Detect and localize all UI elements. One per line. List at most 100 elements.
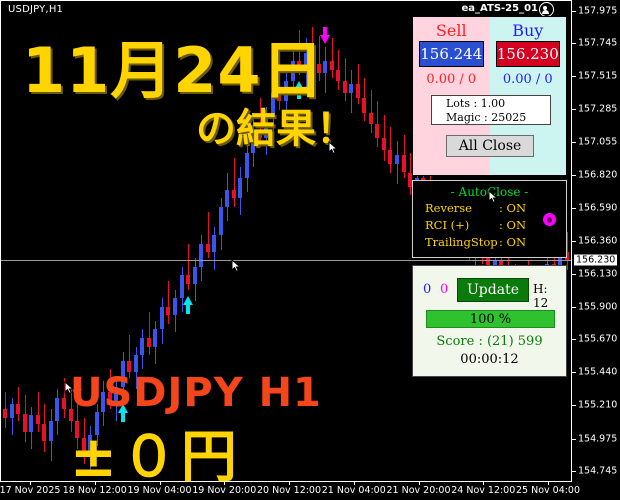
candle-body	[153, 329, 157, 347]
time-tick-label: 19 Nov 04:00	[127, 485, 192, 496]
candle-body	[382, 138, 386, 150]
candle-body	[42, 423, 46, 441]
candle-body	[121, 360, 125, 387]
time-tick	[30, 482, 31, 485]
candle-body	[114, 386, 118, 401]
candle-body	[395, 155, 399, 164]
price-axis[interactable]: 157.975 157.745 157.515 157.285 157.055 156.8…	[572, 0, 620, 482]
candle-body	[108, 392, 112, 401]
symbol-period-label: USDJPY,H1	[8, 4, 64, 15]
buy-arrow-stem	[186, 304, 191, 314]
candle-body	[317, 64, 321, 73]
sell-arrow	[72, 388, 83, 398]
candle-body	[69, 409, 73, 421]
candle-body	[29, 415, 33, 433]
candle-body	[238, 178, 242, 199]
candle-body	[219, 206, 223, 236]
candle-body	[251, 129, 255, 153]
update-button[interactable]: Update	[457, 278, 529, 302]
candle-body	[55, 397, 59, 421]
buy-pl-label: 0.00 / 0	[502, 72, 553, 87]
time-tick	[548, 482, 549, 485]
candle-body	[304, 52, 308, 70]
time-tick-label: 21 Nov 04:00	[321, 485, 386, 496]
sell-pl-label: 0.00 / 0	[426, 72, 477, 87]
buy-arrow	[183, 295, 194, 305]
progress-bar: 100 %	[426, 310, 555, 328]
all-close-button[interactable]: All Close	[446, 135, 534, 157]
time-tick	[224, 482, 226, 485]
candle-body	[375, 123, 379, 139]
candle-body	[36, 415, 40, 424]
time-tick-label: 17 Nov 2025	[0, 485, 61, 496]
price-tick	[572, 438, 576, 440]
candle-body	[173, 298, 177, 316]
chart-border-top	[0, 0, 572, 1]
time-tick-label: 18 Nov 12:00	[62, 485, 127, 496]
progress-bar-fill	[427, 311, 554, 327]
price-tick	[572, 175, 576, 177]
candle-wick	[129, 335, 130, 378]
candle-wick	[279, 61, 280, 110]
buy-price-button[interactable]: 156.230	[495, 41, 560, 67]
candle-body	[166, 306, 170, 316]
magic-label: Magic : 25025	[446, 111, 527, 124]
chart-border-bottom	[0, 481, 572, 482]
sell-arrow-stem	[323, 26, 328, 36]
price-tick	[572, 372, 576, 374]
time-tick	[353, 482, 355, 485]
hours-label: H: 12	[533, 282, 549, 310]
update-panel: 0 0 Update H: 12 100 % Score : (21) 599 …	[412, 265, 567, 377]
candle-body	[199, 243, 203, 267]
candle-body	[245, 152, 249, 179]
candle-body	[336, 69, 340, 82]
ea-name-label: ea_ATS-25_01	[461, 3, 539, 14]
price-tick-label: 154.975	[578, 433, 618, 445]
update-count-right: 0	[440, 282, 449, 297]
pointer-autoclose-icon	[488, 190, 499, 204]
candle-body	[140, 338, 144, 356]
time-tick	[289, 482, 290, 485]
time-tick-label: 24 Nov 12:00	[451, 485, 516, 496]
time-axis[interactable]: 17 Nov 2025 18 Nov 12:00 19 Nov 04:00 19 No…	[0, 482, 580, 500]
candle-body	[232, 189, 236, 199]
sell-price-button[interactable]: 156.244	[419, 41, 484, 67]
buy-arrow-stem	[120, 412, 125, 422]
candle-body	[558, 252, 562, 270]
trade-panel: Sell 156.244 0.00 / 0 Buy 156.230 0.00 /…	[412, 16, 567, 176]
autoclose-row-key: RCI (+)	[425, 218, 470, 232]
candle-wick	[38, 392, 39, 433]
candle-body	[225, 189, 229, 207]
candle-body	[388, 149, 392, 164]
sell-title: Sell	[435, 21, 467, 40]
price-tick-label: 155.670	[578, 333, 618, 345]
price-tick-label: 155.210	[578, 399, 618, 411]
price-tick-label: 156.360	[578, 235, 618, 247]
price-tick	[572, 109, 576, 110]
candle-wick	[260, 98, 261, 147]
candle-wick	[64, 377, 65, 418]
current-price-line	[0, 259, 572, 261]
candle-body	[160, 306, 164, 330]
score-label: Score : (21) 599	[436, 334, 543, 349]
candle-body	[193, 266, 197, 284]
autoclose-row[interactable]: TrailingStop: ON	[425, 235, 547, 249]
candle-body	[362, 98, 366, 113]
candle-body	[134, 355, 138, 373]
candle-body	[291, 61, 295, 82]
candle-body	[88, 435, 92, 453]
candle-body	[49, 420, 53, 441]
autoclose-row[interactable]: Reverse: ON	[425, 201, 547, 215]
price-tick-label: 156.820	[578, 169, 618, 181]
autoclose-row[interactable]: RCI (+): ON	[425, 218, 547, 232]
candle-body	[565, 252, 569, 260]
candle-wick	[168, 280, 169, 324]
magenta-ring-icon[interactable]	[543, 213, 556, 226]
candle-body	[264, 118, 268, 139]
elapsed-time-label: 00:00:12	[460, 352, 519, 367]
candle-body	[95, 412, 99, 436]
price-tick	[572, 241, 576, 242]
candle-wick	[345, 58, 346, 102]
candle-body	[62, 397, 66, 410]
